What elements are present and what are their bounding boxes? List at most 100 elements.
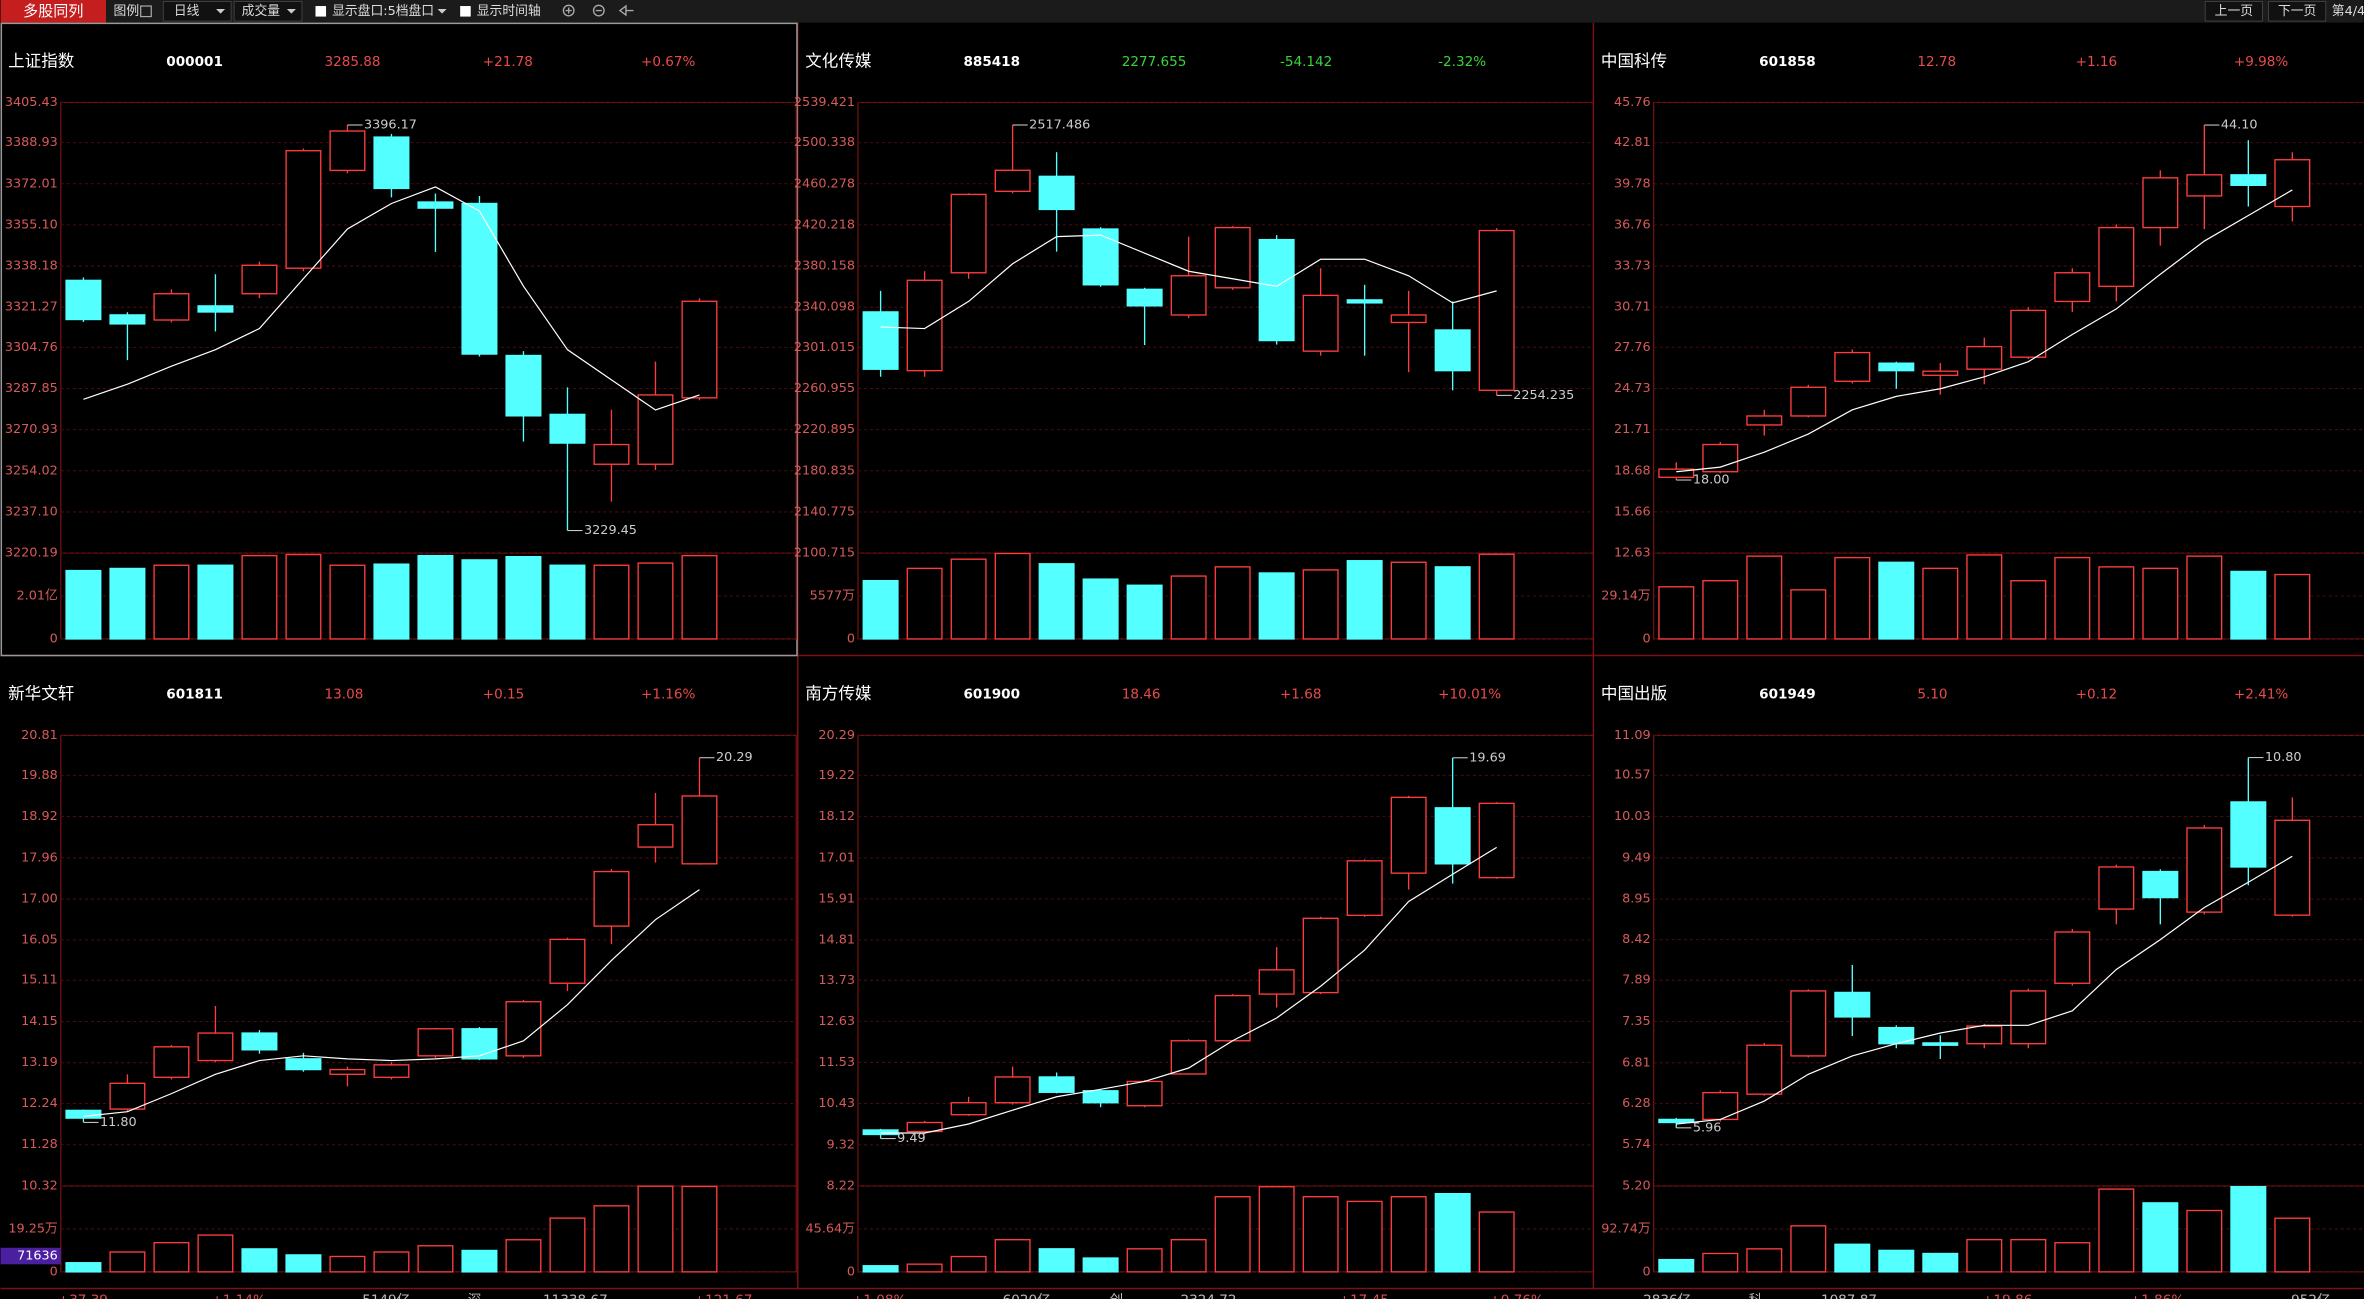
annotation-label: 20.29 (716, 750, 753, 765)
volume-bar (906, 567, 943, 640)
status-item: +1.14% (212, 1293, 267, 1299)
candle-body (2230, 174, 2267, 186)
orderbook-option[interactable]: 显示盘口:5档盘口 (332, 3, 434, 19)
volume-bar (1966, 1238, 2003, 1273)
y-tick-label: 17.00 (21, 892, 58, 907)
volume-bar (549, 564, 586, 640)
volume-bar (1746, 1248, 1783, 1273)
y-tick-label: 3405.43 (5, 95, 58, 110)
volume-bar (1390, 561, 1427, 640)
y-tick-label: 2420.218 (794, 217, 855, 232)
status-item: 1087.87 (1821, 1293, 1877, 1299)
volume-bar (1170, 575, 1207, 640)
volume-bar (285, 1254, 322, 1273)
candle-body (2142, 177, 2179, 229)
volume-tick-label: 19.25万 (8, 1221, 58, 1236)
candle-body (1834, 991, 1871, 1018)
volume-bar (1834, 1243, 1871, 1273)
y-tick-label: 36.76 (1614, 217, 1651, 232)
next-page-button[interactable] (2268, 1, 2327, 22)
status-item: 2324.72 (1180, 1293, 1236, 1299)
period-dropdown[interactable] (162, 1, 232, 22)
candle-body (1170, 275, 1207, 316)
candle-body (505, 354, 542, 417)
stock-change-pct: +9.98% (2234, 54, 2289, 70)
volume-bar (197, 1234, 234, 1273)
volume-bar (505, 1239, 542, 1273)
legend-icon[interactable] (140, 5, 152, 18)
status-item: 11338.67 (543, 1293, 608, 1299)
candle-body (1966, 1025, 2003, 1045)
y-tick-label: 14.15 (21, 1014, 58, 1029)
volume-bar (681, 1185, 718, 1273)
indicator-label[interactable]: 成交量 (242, 3, 281, 19)
indicator-dropdown[interactable] (233, 1, 303, 22)
volume-bar (950, 1255, 987, 1273)
candle-body (1922, 370, 1959, 376)
y-tick-label: 3254.02 (5, 463, 58, 478)
volume-bar (1434, 1192, 1471, 1273)
y-tick-label: 27.76 (1614, 340, 1651, 355)
candle-body (2186, 827, 2223, 913)
y-tick-label: 33.73 (1614, 259, 1651, 274)
volume-bar (1878, 1249, 1915, 1273)
y-tick-label: 8.95 (1622, 892, 1650, 907)
status-item: 6020亿 (1003, 1293, 1051, 1299)
y-tick-label: 18.92 (21, 809, 58, 824)
annotation-label: 2254.235 (1513, 388, 1574, 403)
volume-bar (65, 569, 102, 640)
status-item: +1.08% (852, 1293, 907, 1299)
stock-code: 601811 (166, 687, 223, 703)
volume-bar (1790, 589, 1827, 640)
volume-bar (373, 1251, 410, 1273)
stock-change: -54.142 (1280, 54, 1332, 70)
candle-body (1702, 1091, 1739, 1121)
prev-page-button[interactable] (2204, 1, 2263, 22)
volume-bar (417, 554, 454, 640)
candle-body (1346, 860, 1383, 917)
y-tick-label: 6.81 (1622, 1055, 1650, 1070)
prev-page-label[interactable]: 上一页 (2215, 4, 2253, 19)
candle-body (906, 279, 943, 372)
volume-bar (862, 1265, 899, 1273)
volume-bar (461, 1249, 498, 1273)
candle-body (593, 443, 630, 465)
volume-tick-label: 0 (1643, 631, 1651, 646)
ma-line (1676, 855, 2293, 1125)
title-tab[interactable] (0, 0, 107, 23)
candle-body (950, 1102, 987, 1116)
legend-button[interactable]: 图例 (114, 4, 140, 19)
period-label[interactable]: 日线 (174, 4, 200, 19)
ma-line (83, 186, 700, 411)
checkbox[interactable] (315, 6, 327, 17)
volume-bar (153, 564, 190, 640)
y-tick-label: 14.81 (818, 932, 855, 947)
timeaxis-option[interactable]: 显示时间轴 (477, 4, 541, 19)
volume-bar (1658, 586, 1695, 640)
candle-body (1834, 351, 1871, 382)
candle-body (637, 824, 674, 848)
next-page-label[interactable]: 下一页 (2278, 4, 2316, 19)
y-tick-label: 5.20 (1622, 1178, 1650, 1193)
candle-body (153, 1046, 190, 1078)
candle-body (1746, 1044, 1783, 1095)
stock-price: 18.46 (1122, 687, 1161, 703)
volume-bar (862, 579, 899, 640)
candle-body (1038, 1076, 1075, 1093)
volume-bar (461, 559, 498, 640)
stock-name: 中国科传 (1601, 51, 1667, 70)
volume-bar (906, 1263, 943, 1273)
stock-name: 新华文轩 (8, 684, 74, 703)
y-tick-label: 6.28 (1622, 1096, 1650, 1111)
checkbox[interactable] (460, 6, 471, 17)
title-tab-label[interactable]: 多股同列 (23, 2, 83, 20)
candle-body (1258, 969, 1295, 995)
volume-bar (2274, 573, 2311, 640)
candle-body (1390, 796, 1427, 874)
y-tick-label: 19.88 (21, 768, 58, 783)
volume-bar (241, 1248, 278, 1273)
zoom-tools[interactable] (562, 4, 634, 17)
status-item: +0.76% (1489, 1293, 1544, 1299)
candle-body (65, 279, 102, 321)
